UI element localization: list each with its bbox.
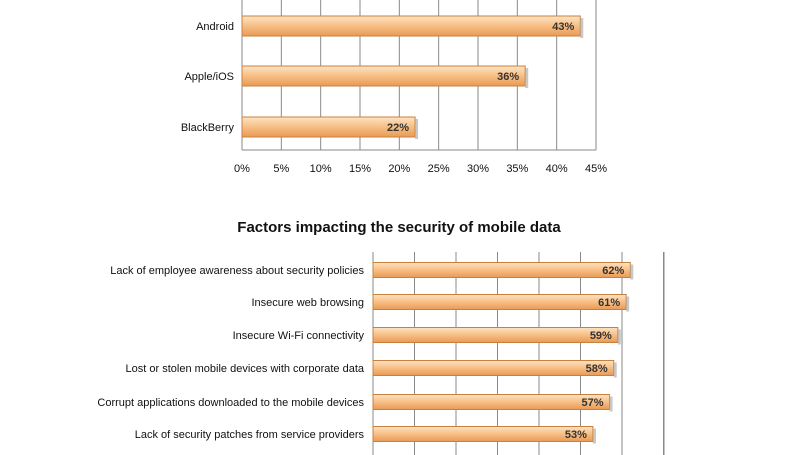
data-label: 62% bbox=[602, 265, 624, 277]
data-label: 36% bbox=[497, 71, 519, 83]
x-tick-label: 5% bbox=[273, 163, 289, 175]
bar-shadow bbox=[415, 119, 419, 139]
x-tick-label: 40% bbox=[546, 163, 568, 175]
data-label: 57% bbox=[582, 397, 604, 409]
category-label: Corrupt applications downloaded to the m… bbox=[97, 397, 364, 409]
bar-shadow bbox=[525, 68, 529, 88]
category-label: Apple/iOS bbox=[184, 71, 234, 83]
data-label: 59% bbox=[590, 330, 612, 342]
security-factors-bar-chart: Lack of employee awareness about securit… bbox=[97, 252, 665, 455]
x-tick-label: 15% bbox=[349, 163, 371, 175]
data-label: 53% bbox=[565, 429, 587, 441]
x-tick-label: 35% bbox=[506, 163, 528, 175]
bar bbox=[372, 294, 627, 310]
x-tick-label: 20% bbox=[388, 163, 410, 175]
chart-title: Factors impacting the security of mobile… bbox=[237, 219, 561, 236]
category-label: Lost or stolen mobile devices with corpo… bbox=[126, 363, 365, 375]
data-label: 22% bbox=[387, 122, 409, 134]
data-label: 61% bbox=[598, 297, 620, 309]
bar bbox=[372, 262, 631, 278]
bar-shadow bbox=[617, 329, 621, 345]
bar bbox=[372, 360, 615, 376]
bar bbox=[372, 394, 611, 410]
bar bbox=[241, 15, 581, 37]
bar-shadow bbox=[592, 428, 596, 444]
category-label: Lack of security patches from service pr… bbox=[135, 429, 365, 441]
x-tick-label: 30% bbox=[467, 163, 489, 175]
bar-shadow bbox=[613, 362, 617, 378]
bar-shadow bbox=[626, 296, 630, 312]
category-label: Insecure Wi-Fi connectivity bbox=[233, 330, 365, 342]
bar-shadow bbox=[580, 18, 584, 38]
bar bbox=[241, 116, 416, 138]
x-tick-label: 45% bbox=[585, 163, 607, 175]
bar-shadow bbox=[630, 264, 634, 280]
bar bbox=[241, 65, 526, 87]
category-label: BlackBerry bbox=[181, 122, 235, 134]
bar-shadow bbox=[609, 396, 613, 412]
bar bbox=[372, 327, 619, 343]
data-label: 58% bbox=[586, 363, 608, 375]
bar bbox=[372, 426, 594, 442]
device-bar-chart: 0% 5% 10% 15% 20% 25% 30% 35% 40% 45% Android 43% Ap… bbox=[181, 0, 607, 175]
category-label: Insecure web browsing bbox=[251, 297, 364, 309]
x-tick-label: 25% bbox=[428, 163, 450, 175]
x-tick-label: 0% bbox=[234, 163, 250, 175]
data-label: 43% bbox=[552, 21, 574, 33]
x-tick-label: 10% bbox=[310, 163, 332, 175]
category-label: Android bbox=[196, 21, 234, 33]
category-label: Lack of employee awareness about securit… bbox=[110, 265, 364, 277]
